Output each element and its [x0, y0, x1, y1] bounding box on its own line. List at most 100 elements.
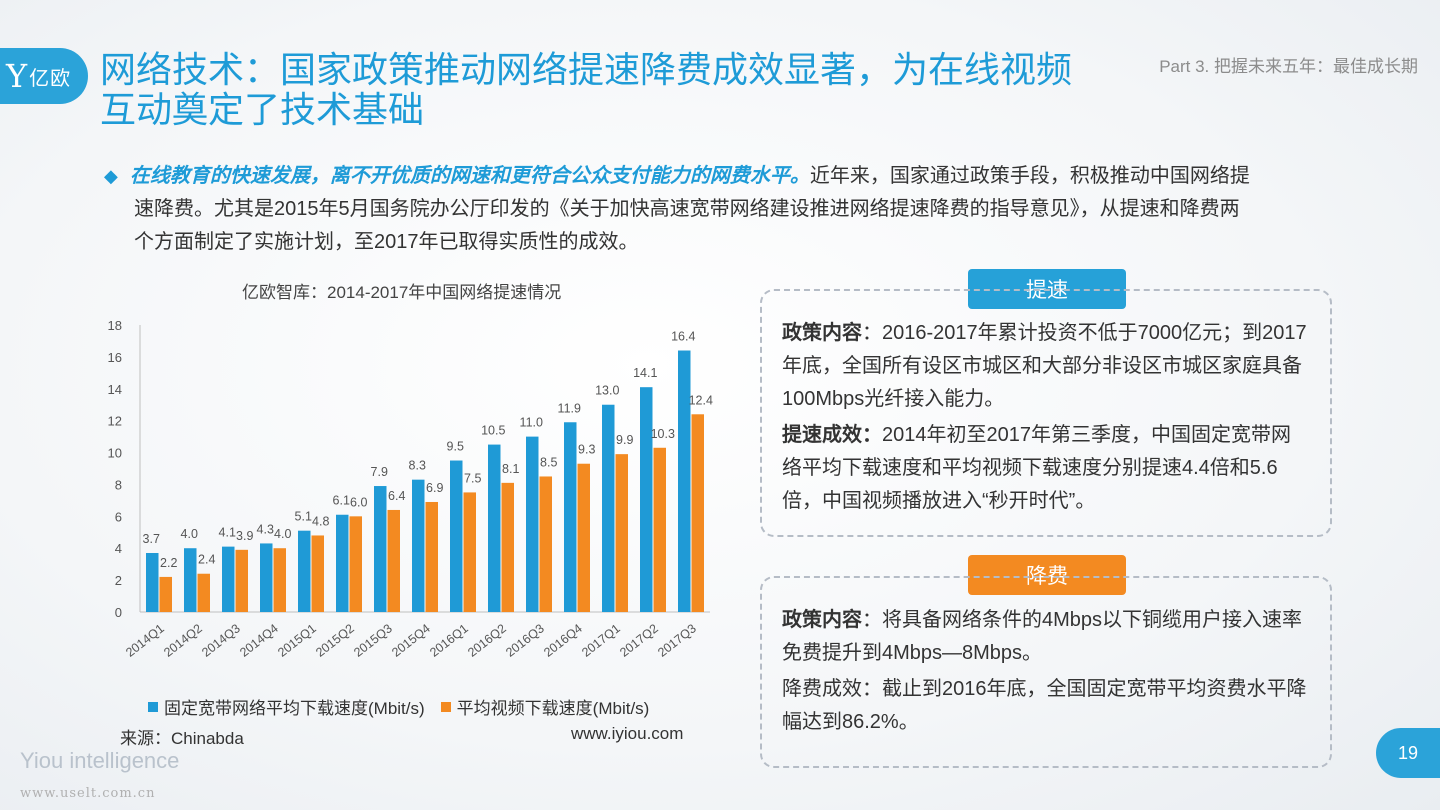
x-tick-label: 2017Q2 — [617, 621, 661, 659]
bar-video — [273, 548, 286, 612]
panel-speed: 政策内容：2016-2017年累计投资不低于7000亿元；到2017年底，全国所… — [760, 289, 1332, 537]
legend-item-video: 平均视频下载速度(Mbit/s) — [440, 694, 649, 719]
fee-policy-text: ：将具备网络条件的4Mbps以下铜缆用户接入速率免费提升到4Mbps—8Mbps… — [782, 609, 1303, 664]
yiou-logo: Y 亿欧 — [0, 48, 88, 104]
page-title-line1: 网络技术：国家政策推动网络提速降费成效显著，为在线视频 — [100, 49, 1073, 90]
x-tick-label: 2015Q4 — [389, 621, 433, 659]
speed-policy: 政策内容：2016-2017年累计投资不低于7000亿元；到2017年底，全国所… — [782, 317, 1310, 416]
bar-broadband — [564, 422, 577, 612]
bar-video — [311, 535, 324, 612]
intro-paragraph: ◆ 在线教育的快速发展，离不开优质的网速和更符合公众支付能力的网费水平。近年来，国… — [104, 160, 1334, 259]
y-tick-label: 14 — [108, 382, 122, 397]
y-tick-label: 18 — [108, 318, 122, 333]
y-tick-label: 8 — [115, 477, 122, 492]
data-label-video: 3.9 — [236, 529, 253, 543]
intro-body-3: 个方面制定了实施计划，至2017年已取得实质性的成效。 — [134, 231, 639, 253]
data-label-video: 6.4 — [388, 489, 405, 503]
bar-broadband — [260, 543, 273, 612]
chart-source: 来源：Chinabda — [120, 729, 244, 748]
speed-policy-label: 政策内容 — [782, 322, 862, 344]
data-label-broadband: 9.5 — [447, 440, 464, 454]
data-label-video: 4.8 — [312, 514, 329, 528]
bar-video — [425, 501, 438, 612]
intro-body-1: 近年来，国家通过政策手段，积极推动中国网络提 — [809, 165, 1250, 187]
data-label-broadband: 3.7 — [143, 532, 160, 546]
legend-label-broadband: 固定宽带网络平均下载速度(Mbit/s) — [164, 699, 425, 718]
bar-video — [159, 576, 172, 612]
bar-video — [691, 414, 704, 612]
data-label-broadband: 5.1 — [295, 510, 312, 524]
data-label-broadband: 4.0 — [181, 527, 198, 541]
x-tick-label: 2015Q2 — [313, 621, 357, 659]
data-label-video: 7.5 — [464, 471, 481, 485]
x-tick-label: 2016Q1 — [427, 621, 471, 659]
data-label-broadband: 6.1 — [333, 494, 350, 508]
chart-site: www.iyiou.com — [571, 724, 684, 743]
data-label-video: 8.5 — [540, 455, 557, 469]
y-tick-label: 10 — [108, 446, 122, 461]
bar-video — [197, 573, 210, 612]
y-tick-label: 2 — [115, 573, 122, 588]
y-tick-label: 16 — [108, 350, 122, 365]
x-tick-label: 2014Q3 — [199, 621, 243, 659]
bar-video — [615, 454, 628, 612]
bar-broadband — [450, 460, 463, 612]
bar-broadband — [602, 404, 615, 612]
data-label-video: 9.3 — [578, 443, 595, 457]
bar-video — [387, 509, 400, 612]
data-label-video: 2.2 — [160, 556, 177, 570]
x-tick-label: 2016Q3 — [503, 621, 547, 659]
data-label-broadband: 8.3 — [409, 459, 426, 473]
data-label-video: 4.0 — [274, 527, 291, 541]
fee-policy: 政策内容：将具备网络条件的4Mbps以下铜缆用户接入速率免费提升到4Mbps—8… — [782, 604, 1310, 670]
bar-broadband — [678, 350, 691, 612]
speed-result-label: 提速成效： — [782, 424, 882, 446]
data-label-broadband: 14.1 — [633, 366, 657, 380]
footer-watermark: www.uselt.com.cn — [20, 786, 156, 801]
legend-swatch-orange — [440, 701, 451, 712]
data-label-video: 12.4 — [689, 393, 713, 407]
intro-emphasis: 在线教育的快速发展，离不开优质的网速和更符合公众支付能力的网费水平。 — [129, 165, 810, 187]
bar-broadband — [184, 548, 197, 612]
data-label-broadband: 7.9 — [371, 465, 388, 479]
fee-result: 降费成效：截止到2016年底，全国固定宽带平均资费水平降幅达到86.2%。 — [782, 678, 1307, 733]
data-label-broadband: 11.9 — [558, 401, 581, 415]
y-tick-label: 4 — [115, 541, 122, 556]
bar-broadband — [412, 479, 425, 612]
speed-result: 提速成效：2014年初至2017年第三季度，中国固定宽带网络平均下载速度和平均视… — [782, 419, 1310, 518]
bar-broadband — [526, 436, 539, 612]
bar-broadband — [146, 553, 159, 612]
bar-video — [235, 549, 248, 612]
section-label: Part 3. 把握未来五年：最佳成长期 — [1159, 57, 1418, 76]
chart-legend: 固定宽带网络平均下载速度(Mbit/s) 平均视频下载速度(Mbit/s) — [148, 694, 649, 719]
data-label-broadband: 4.1 — [219, 526, 236, 540]
data-label-video: 9.9 — [616, 433, 633, 447]
panel-fee: 政策内容：将具备网络条件的4Mbps以下铜缆用户接入速率免费提升到4Mbps—8… — [760, 576, 1332, 768]
data-label-video: 2.4 — [198, 553, 215, 567]
y-tick-label: 0 — [115, 605, 122, 620]
bar-video — [501, 482, 514, 612]
page-title-line2: 互动奠定了技术基础 — [100, 89, 425, 130]
fee-policy-label: 政策内容 — [782, 609, 862, 631]
bar-broadband — [222, 546, 235, 612]
bar-broadband — [374, 486, 387, 612]
x-tick-label: 2017Q3 — [655, 621, 699, 659]
bar-video — [463, 492, 476, 612]
bar-video — [349, 516, 362, 612]
bar-broadband — [488, 444, 501, 612]
bar-video — [577, 463, 590, 612]
page-number: 19 — [1376, 728, 1440, 778]
x-tick-label: 2014Q4 — [237, 621, 281, 659]
legend-item-broadband: 固定宽带网络平均下载速度(Mbit/s) — [148, 694, 425, 719]
x-tick-label: 2014Q2 — [161, 621, 205, 659]
footer-brand: Yiou intelligence — [20, 748, 180, 773]
data-label-broadband: 11.0 — [520, 416, 543, 430]
data-label-broadband: 4.3 — [257, 522, 274, 536]
y-tick-label: 6 — [115, 509, 122, 524]
bar-chart: 0246810121416183.72.22014Q14.02.42014Q24… — [108, 318, 713, 660]
x-tick-label: 2014Q1 — [123, 621, 167, 659]
logo-y-icon: Y — [6, 57, 28, 95]
x-tick-label: 2016Q2 — [465, 621, 509, 659]
data-label-video: 6.0 — [350, 495, 367, 509]
bar-broadband — [298, 530, 311, 612]
